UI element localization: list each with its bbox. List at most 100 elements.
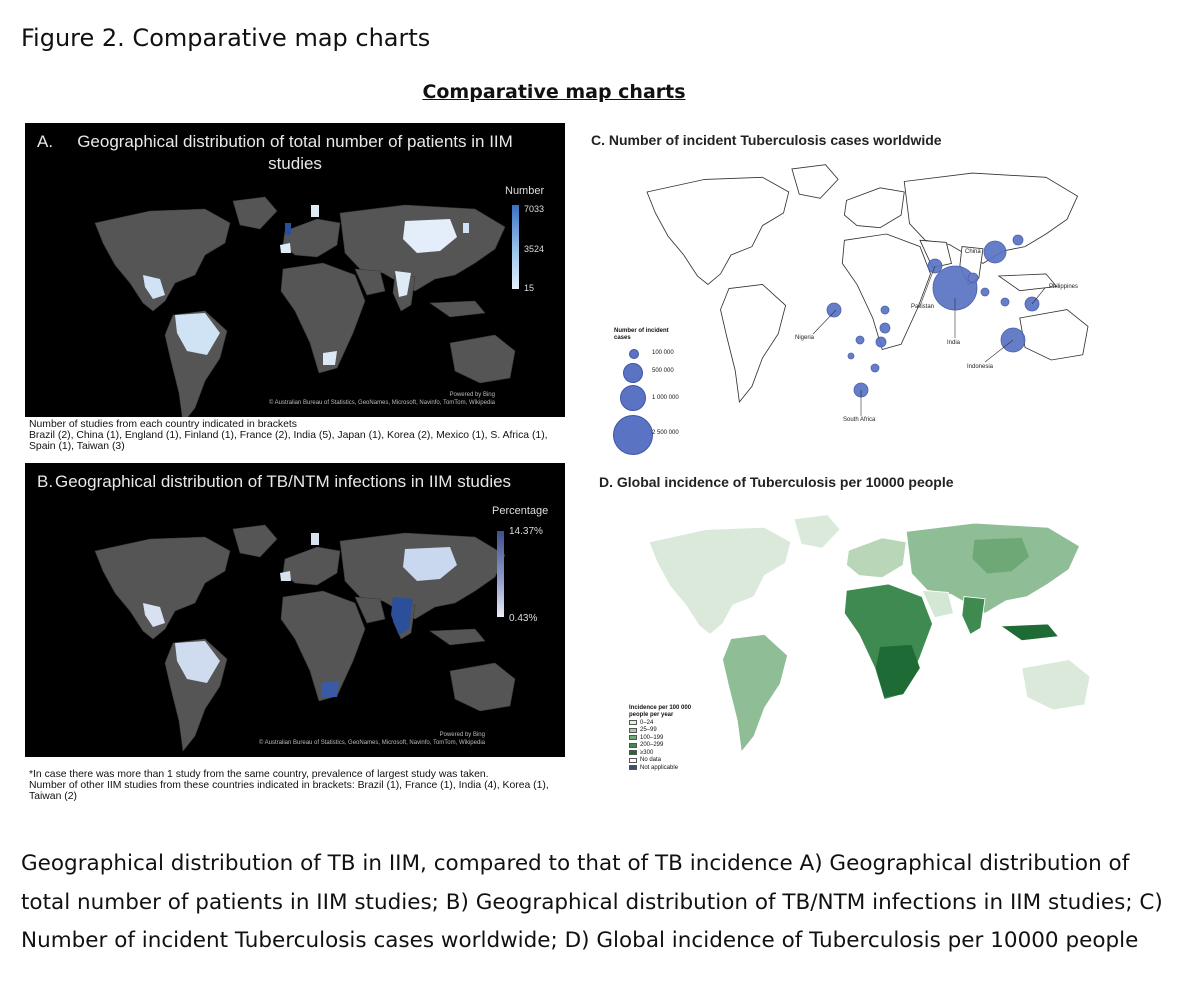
panel-b-legend-max: 14.37% <box>509 526 543 537</box>
panel-b-attribution: © Australian Bureau of Statistics, GeoNa… <box>258 740 485 746</box>
africa-bubble <box>855 335 865 345</box>
panel-c-map: C. Number of incident Tuberculosis cases… <box>585 128 1105 455</box>
panel-a-title: Geographical distribution of total numbe… <box>77 132 513 173</box>
asia-bubble <box>1000 297 1010 307</box>
panel-c-title: C. Number of incident Tuberculosis cases… <box>591 132 942 148</box>
panel-a-attribution: © Australian Bureau of Statistics, GeoNa… <box>268 400 495 406</box>
panel-a-map: A. Geographical distribution of total nu… <box>25 123 565 417</box>
finland-shape <box>311 205 319 217</box>
panel-b-note-line2: Number of other IIM studies from these c… <box>29 780 549 802</box>
brazil-shape <box>175 641 220 683</box>
england-shape <box>285 223 291 235</box>
mexico-shape <box>143 275 165 299</box>
legend-item-3: 200–299 <box>629 742 719 750</box>
legend-label-100-199: 100–199 <box>640 734 664 741</box>
panel-b-note-line1: *In case there was more than 1 study fro… <box>29 769 489 780</box>
pakistan-label: Pakistan <box>911 304 935 310</box>
panel-b-note: *In case there was more than 1 study fro… <box>29 769 569 802</box>
china-bubble <box>983 240 1007 264</box>
panel-b-letter: B. <box>37 472 54 491</box>
panel-b-legend-gradient <box>497 531 504 617</box>
legend-label-4: 2 500 000 <box>652 430 679 436</box>
africa-bubble <box>880 305 890 315</box>
panel-b-title: Geographical distribution of TB/NTM infe… <box>55 472 512 491</box>
indonesia-label: Indonesia <box>967 364 994 370</box>
china-label: China <box>965 249 981 255</box>
panel-d-title: D. Global incidence of Tuberculosis per … <box>599 474 954 490</box>
legend-label-0-24: 0–24 <box>640 719 654 726</box>
africa-bubble <box>879 322 891 334</box>
legend-label-25-99: 25–99 <box>640 727 657 734</box>
panel-b-map: B. Geographical distribution of TB/NTM i… <box>25 463 565 757</box>
panel-c-bubbles <box>826 234 1040 398</box>
south-africa-label: South Africa <box>843 417 876 423</box>
figure-subtitle: Comparative map charts <box>422 81 686 103</box>
panel-a-powered: Powered by Bing <box>449 392 495 398</box>
panel-a-legend-mid: 3524 <box>524 244 545 254</box>
legend-swatch-5 <box>629 757 637 763</box>
india-label: India <box>947 340 961 346</box>
china-region <box>972 537 1030 574</box>
panel-a-world-map <box>94 196 516 417</box>
panel-c-legend-title: Number of incident cases <box>614 328 669 341</box>
legend-swatch-4 <box>629 750 637 756</box>
legend-swatch-0 <box>629 720 637 726</box>
legend-item-0: 0–24 <box>629 719 719 727</box>
legend-label-300: ≥300 <box>640 749 654 756</box>
mexico-shape <box>143 603 165 627</box>
spain-shape <box>280 571 291 581</box>
legend-item-2: 100–199 <box>629 734 719 742</box>
south-africa-shape <box>321 681 339 697</box>
panel-a-legend-title: Number <box>505 185 545 197</box>
korea-bubble <box>1012 234 1024 246</box>
panel-b-legend-title: Percentage <box>492 505 549 517</box>
figure-caption: Geographical distribution of TB in IIM, … <box>21 851 1163 953</box>
panel-a-letter: A. <box>37 132 54 151</box>
south-africa-shape <box>323 351 337 365</box>
japan-shape <box>463 223 469 233</box>
legend-label-200-299: 200–299 <box>640 742 664 749</box>
panel-b-world-map <box>94 524 516 752</box>
asia-bubble <box>967 272 979 284</box>
legend-label-no-data: No data <box>640 757 662 764</box>
spain-shape <box>280 243 291 253</box>
legend-label-2: 500 000 <box>652 368 674 374</box>
china-shape <box>403 547 457 581</box>
legend-label-not-applicable: Not applicable <box>640 764 679 771</box>
panel-b-legend-min: 0.43% <box>509 613 538 624</box>
panel-b-powered: Powered by Bing <box>439 732 485 738</box>
legend-item-5: No data <box>629 757 719 765</box>
panel-a-legend-min: 15 <box>524 283 535 293</box>
legend-bubble-small <box>629 349 639 359</box>
panel-a-note-line1: Number of studies from each country indi… <box>29 419 297 430</box>
nigeria-bubble <box>826 302 842 318</box>
legend-item-6: Not applicable <box>629 764 719 772</box>
panel-a-legend-max: 7033 <box>524 204 545 214</box>
legend-swatch-1 <box>629 727 637 733</box>
panel-d-world-map <box>648 514 1091 753</box>
panel-a-credit: Powered by Bing © Australian Bureau of S… <box>269 391 495 407</box>
legend-item-4: ≥300 <box>629 749 719 757</box>
panel-a-legend-gradient <box>512 205 519 289</box>
finland-shape <box>311 533 319 545</box>
philippines-label: Philippines <box>1049 284 1079 290</box>
africa-bubble <box>847 352 855 360</box>
panel-d-map: D. Global incidence of Tuberculosis per … <box>585 470 1105 810</box>
legend-label-3: 1 000 000 <box>652 395 679 401</box>
asia-bubble <box>980 287 990 297</box>
legend-swatch-3 <box>629 742 637 748</box>
panel-a-note: Number of studies from each country indi… <box>29 419 569 452</box>
southern-africa-high <box>875 644 920 698</box>
panel-d-legend: Incidence per 100 000 people per year 0–… <box>629 705 719 772</box>
africa-bubble <box>875 336 887 348</box>
panel-c-world-map <box>646 164 1089 416</box>
panel-a-title-block: A. Geographical distribution of total nu… <box>25 131 565 175</box>
india-shape <box>395 271 411 297</box>
africa-bubble <box>870 363 880 373</box>
legend-item-1: 25–99 <box>629 727 719 735</box>
china-shape <box>403 219 457 253</box>
nigeria-label: Nigeria <box>795 335 815 341</box>
panel-d-legend-title: Incidence per 100 000 people per year <box>629 705 692 718</box>
brazil-shape <box>175 313 220 355</box>
legend-bubble-xlarge <box>613 415 653 455</box>
